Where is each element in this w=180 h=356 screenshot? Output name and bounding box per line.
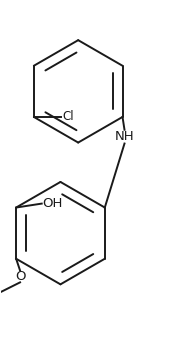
Text: NH: NH — [115, 130, 134, 143]
Text: O: O — [15, 270, 25, 283]
Text: OH: OH — [43, 197, 63, 210]
Text: Cl: Cl — [62, 110, 74, 124]
